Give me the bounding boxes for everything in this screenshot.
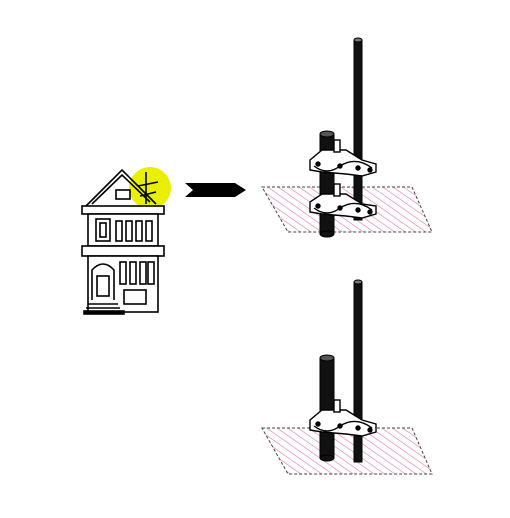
mast-clamp-assembly-one-clamp-icon: [261, 279, 433, 475]
clamp-lower: [309, 183, 377, 219]
ground-plane-bottom: [261, 427, 433, 475]
clamp-upper: [309, 139, 377, 177]
house-icon: [81, 167, 171, 315]
mast-clamp-assembly-two-clamps-icon: [261, 37, 433, 238]
clamp-single: [309, 399, 377, 437]
right-arrow-icon: [185, 183, 246, 197]
highlight-circle-icon: [129, 167, 171, 209]
